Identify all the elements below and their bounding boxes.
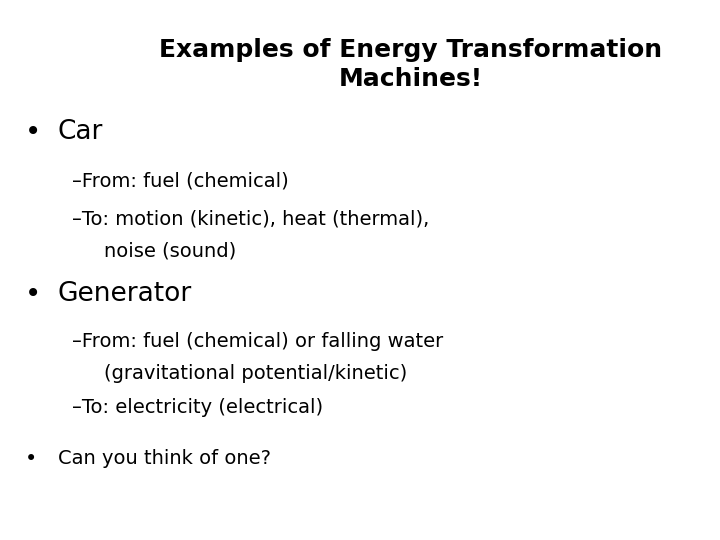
Text: •: • xyxy=(25,118,42,146)
Text: •: • xyxy=(25,280,42,308)
Text: Examples of Energy Transformation
Machines!: Examples of Energy Transformation Machin… xyxy=(159,38,662,91)
Text: •: • xyxy=(25,449,37,469)
Text: –From: fuel (chemical): –From: fuel (chemical) xyxy=(72,171,289,191)
Text: (gravitational potential/kinetic): (gravitational potential/kinetic) xyxy=(104,364,408,383)
Text: –From: fuel (chemical) or falling water: –From: fuel (chemical) or falling water xyxy=(72,332,444,351)
Text: Car: Car xyxy=(58,119,103,145)
Text: noise (sound): noise (sound) xyxy=(104,241,237,261)
Text: –To: motion (kinetic), heat (thermal),: –To: motion (kinetic), heat (thermal), xyxy=(72,209,429,228)
Text: Generator: Generator xyxy=(58,281,192,307)
Text: –To: electricity (electrical): –To: electricity (electrical) xyxy=(72,398,323,417)
Text: Can you think of one?: Can you think of one? xyxy=(58,449,271,469)
